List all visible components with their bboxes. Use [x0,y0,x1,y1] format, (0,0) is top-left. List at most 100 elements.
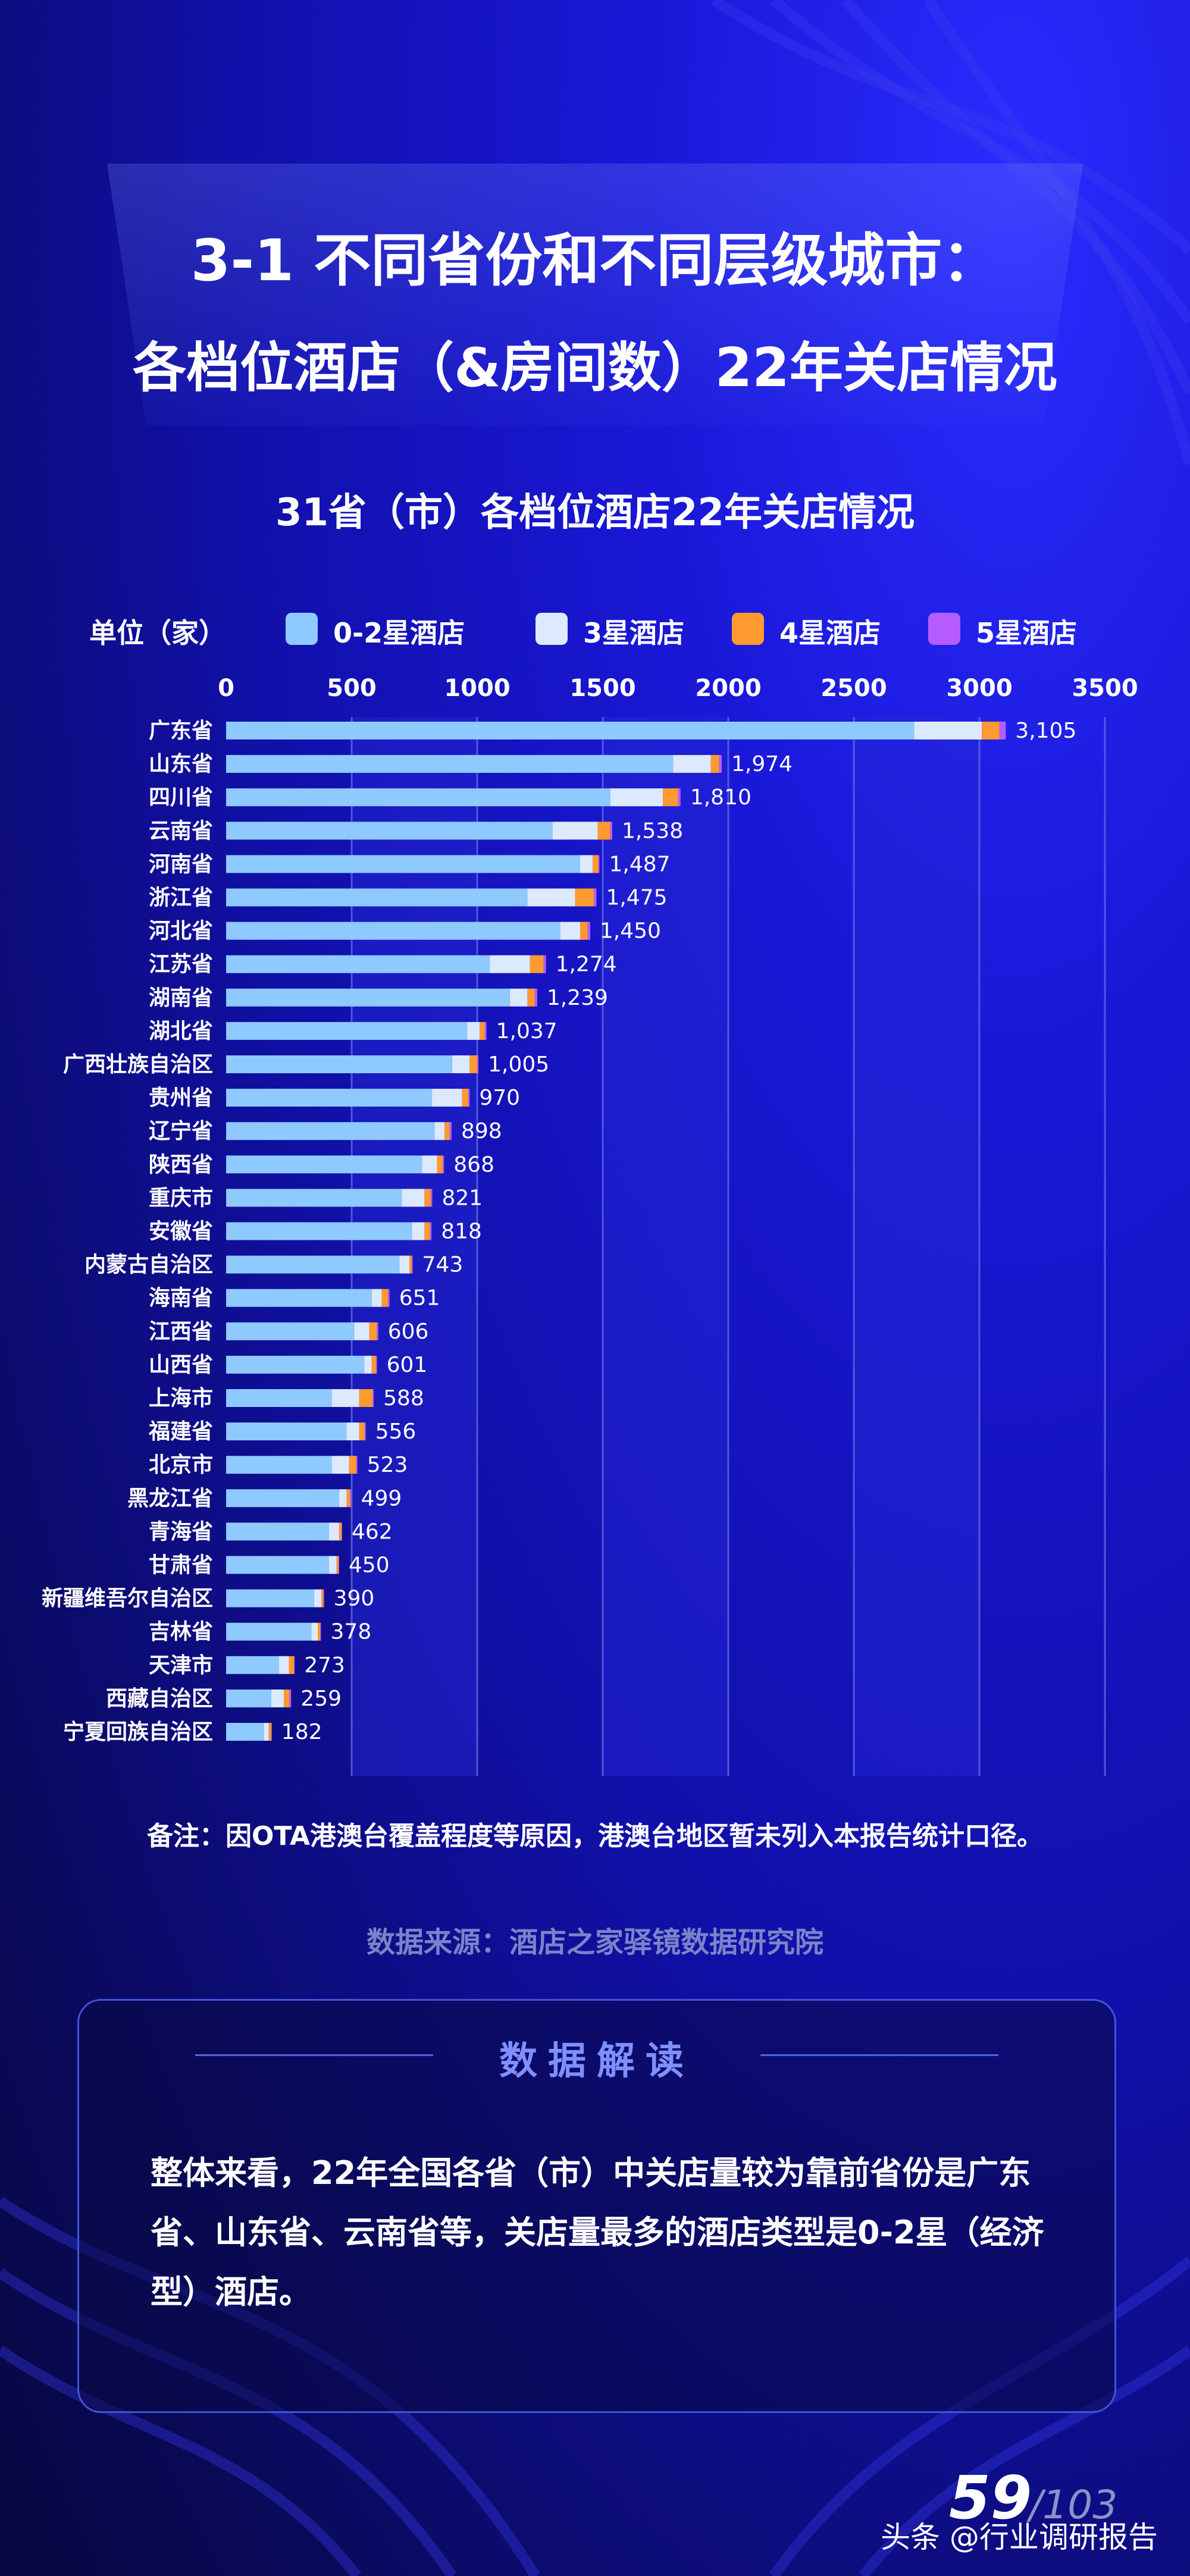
category-label: 浙江省 [149,886,213,910]
bar-segment [467,1021,480,1040]
x-tick-label: 1500 [569,675,635,702]
data-label: 898 [461,1119,502,1143]
category-label: 广西壮族自治区 [63,1052,213,1077]
data-label: 821 [441,1186,483,1210]
bar-segment [432,1089,462,1107]
category-label: 宁夏回族自治区 [63,1720,213,1744]
x-tick-label: 500 [327,675,377,702]
category-label: 吉林省 [149,1620,213,1644]
bar-segment [462,1089,469,1107]
bar-segment [226,1522,330,1541]
category-label: 四川省 [149,785,213,810]
panel-rule-left [195,2054,433,2056]
bar-segment [329,1556,337,1574]
bar-segment [914,722,982,739]
bar-segment [430,1222,432,1240]
bar-segment [314,1589,322,1607]
bar-segment [329,1522,339,1541]
category-label: 广东省 [149,719,213,743]
data-source: 数据来源：酒店之家驿镜数据研究院 [366,1926,823,1959]
category-label: 重庆市 [149,1186,213,1210]
data-label: 378 [331,1620,372,1644]
data-label: 390 [334,1587,375,1611]
legend-swatch [536,613,568,645]
data-label: 1,005 [488,1052,549,1077]
category-label: 湖北省 [149,1019,213,1043]
category-label: 河北省 [149,919,213,944]
data-label: 523 [367,1453,408,1477]
bar-segment [226,1089,433,1107]
data-label: 273 [304,1653,345,1678]
grid-band [603,717,728,1776]
data-interpretation-panel: 数据解读 整体来看，22年全国各省（市）中关店量较为靠前省份是广东省、山东省、云… [77,1999,1116,2413]
category-label: 北京市 [149,1452,213,1477]
category-label: 湖南省 [149,986,213,1010]
bar-segment [346,1422,359,1441]
bar-segment [278,1656,289,1674]
data-label: 259 [300,1687,342,1711]
bar-segment [268,1723,271,1741]
data-label: 1,810 [690,785,751,810]
grid-band [854,717,979,1776]
bar-segment [226,988,510,1007]
bar-segment [480,1021,485,1040]
bar-segment [226,1189,402,1207]
bar-segment [226,1622,312,1641]
data-label: 651 [399,1286,440,1311]
data-label: 1,450 [600,919,661,944]
data-label: 601 [387,1353,428,1377]
data-label: 606 [388,1320,429,1344]
data-label: 1,239 [547,986,608,1010]
bar-segment [409,1255,412,1274]
bar-segment [527,988,535,1007]
bar-segment [484,1021,487,1040]
bar-segment [437,1155,443,1174]
bar-segment [331,1456,349,1474]
bar-segment [336,1556,339,1574]
bar-segment [443,1155,444,1174]
bar-segment [226,1422,347,1441]
bar-segment [331,1389,359,1407]
x-tick-label: 3500 [1072,675,1138,702]
category-label: 山东省 [149,752,213,776]
bar-segment [226,822,553,840]
bar-segment [226,1155,422,1174]
panel-title: 数据解读 [499,2039,694,2083]
legend-label: 3星酒店 [583,617,685,649]
bar-segment [226,922,560,940]
x-tick-label: 1000 [444,675,510,702]
bar-segment [226,722,915,739]
bar-segment [226,1689,271,1707]
bar-segment [226,1355,365,1374]
chart-title: 31省（市）各档位酒店22年关店情况 [275,491,915,535]
chart-legend: 单位（家） 0-2星酒店 3星酒店 4星酒店 5星酒店 [89,607,1136,649]
legend-label: 5星酒店 [976,617,1078,649]
bar-segment [339,1522,342,1541]
bar-segment [597,822,610,840]
category-label: 江苏省 [149,952,213,977]
bar-segment [663,788,678,807]
bar-segment [226,1589,314,1607]
bar-segment [226,1389,332,1407]
data-label: 3,105 [1015,719,1076,743]
bar-segment [610,822,613,840]
bar-segment [543,955,546,973]
bar-segment [982,722,1000,739]
bar-segment [430,1189,433,1207]
bar-segment [264,1723,269,1741]
category-label: 内蒙古自治区 [84,1253,213,1277]
bar-segment [534,988,537,1007]
stacked-bar-chart: 0 500 1000 1500 2000 2500 3000 3500 广东省 3,105 山东省 1… [42,675,1138,1776]
bar-segment [710,755,719,773]
page-title-line2: 各档位酒店（&房间数）22年关店情况 [133,337,1057,399]
panel-rule-right [760,2054,998,2056]
data-label: 499 [361,1486,402,1510]
bar-segment [424,1189,431,1207]
bar-segment [284,1689,290,1707]
data-label: 588 [383,1386,424,1411]
bar-segment [354,1322,369,1340]
bar-segment [226,1322,355,1340]
bar-segment [999,722,1006,739]
bar-segment [719,755,722,773]
bar-segment [226,1055,452,1073]
